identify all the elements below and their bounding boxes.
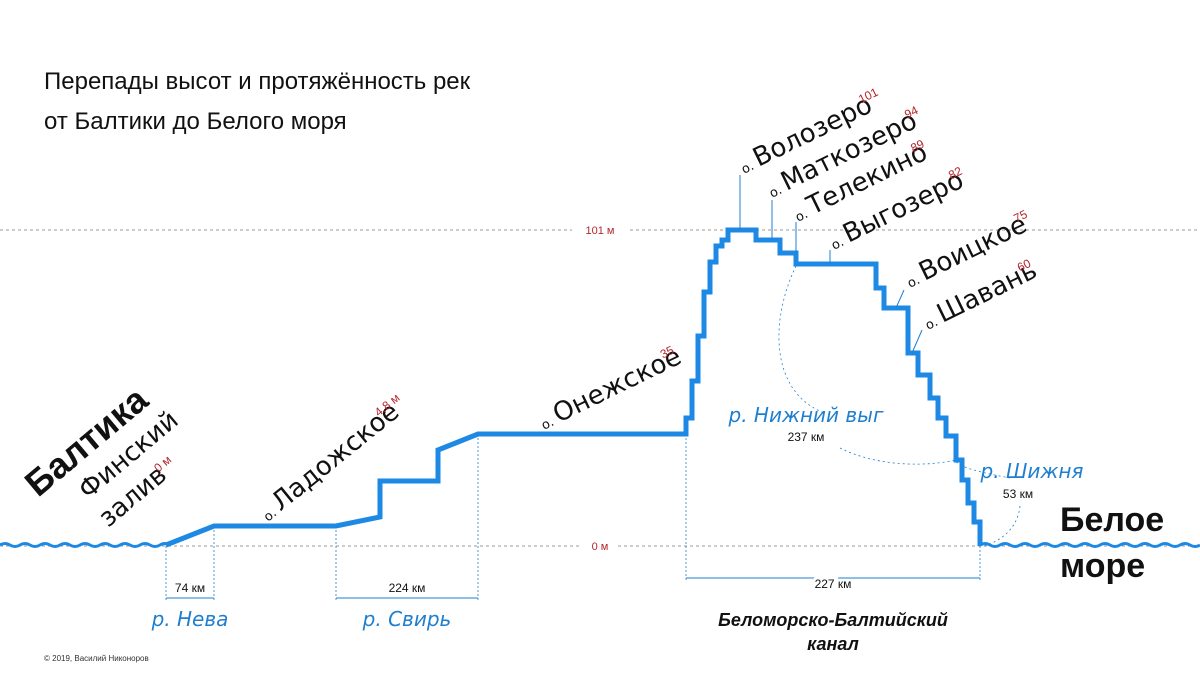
nizhny-vyg-length: 237 км [788, 430, 825, 444]
lake-altitude: 60 [1015, 256, 1033, 275]
lake-prefix: о. [739, 159, 756, 178]
lake-prefix: о. [829, 235, 846, 254]
lake-altitude: 89 [908, 137, 926, 156]
lake-altitude: 75 [1011, 207, 1029, 226]
leader-shavan [911, 329, 923, 354]
white-sea-waves [979, 542, 1200, 548]
baltic-waves [0, 542, 170, 548]
canal-line-1: Беломорско-Балтийский [718, 610, 948, 630]
title-line-2: от Балтики до Белого моря [44, 108, 347, 135]
shizhnya-bracket-lower [983, 505, 1021, 547]
shizhnya-length: 53 км [1003, 487, 1033, 501]
leader-voitskoe [895, 289, 905, 309]
lake-altitude: 94 [902, 103, 920, 122]
nizhny-vyg-bracket-lower [839, 447, 957, 465]
level-0-label: 0 м [592, 541, 609, 553]
svir-name: р. Свирь [362, 607, 452, 631]
lake-prefix: о. [923, 315, 940, 334]
title-line-1: Перепады высот и протяжённость рек [44, 68, 471, 95]
lake-altitude: 101 [856, 85, 880, 107]
nizhny-vyg-name: р. Нижний выг [728, 403, 884, 427]
canal-line-2: канал [807, 634, 859, 654]
copyright: © 2019, Василий Никоноров [44, 654, 149, 663]
lake-prefix: о. [793, 207, 810, 226]
white-sea-line-2: море [1060, 547, 1145, 585]
lake-ladozhskoe: о. Ладожское 4,8 м [261, 391, 405, 525]
shizhnya-bracket [955, 461, 1011, 479]
lake-altitude: 35 [658, 343, 676, 362]
lake-prefix: о. [539, 415, 556, 434]
neva-length: 74 км [175, 581, 205, 595]
shizhnya-name: р. Шижня [980, 459, 1084, 483]
elevation-profile [165, 227, 983, 548]
lake-onezhskoe: о. Онежское 35 [539, 341, 686, 434]
neva-name: р. Нева [151, 607, 229, 631]
lake-altitude: 82 [946, 164, 964, 183]
svir-length: 224 км [389, 581, 426, 595]
white-sea-line-1: Белое [1060, 501, 1164, 539]
nizhny-vyg-bracket [778, 265, 823, 413]
lake-prefix: о. [905, 273, 922, 292]
canal-length: 227 км [815, 577, 852, 591]
level-101-label: 101 м [586, 225, 615, 237]
lake-prefix: о. [767, 183, 784, 202]
